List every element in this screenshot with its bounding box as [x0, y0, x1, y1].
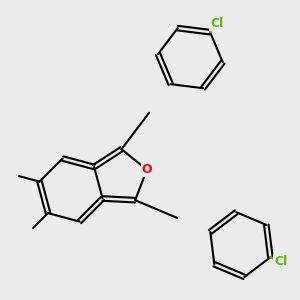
Text: O: O [142, 163, 152, 176]
Text: Cl: Cl [274, 255, 287, 268]
Text: Cl: Cl [210, 16, 224, 30]
